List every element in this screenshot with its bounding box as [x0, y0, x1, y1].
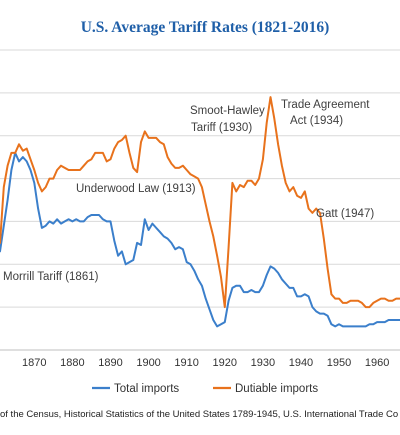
x-tick-label: 1920 — [213, 357, 237, 369]
annotation-smoot-hawley-line1: Smoot-Hawley — [190, 105, 265, 117]
annotation-trade-agreement-line1: Trade Agreement — [281, 99, 370, 111]
chart-title: U.S. Average Tariff Rates (1821-2016) — [81, 19, 330, 36]
legend-label-dutiable: Dutiable imports — [235, 383, 318, 395]
x-tick-label: 1910 — [174, 357, 198, 369]
x-tick-label: 1950 — [327, 357, 351, 369]
legend: Total imports Dutiable imports — [92, 383, 318, 395]
annotations: Smoot-Hawley Tariff (1930) Trade Agreeme… — [3, 99, 374, 283]
source-caption: of the Census, Historical Statistics of … — [0, 409, 398, 420]
series-layer — [0, 96, 400, 328]
series-line-total-imports — [0, 151, 400, 328]
x-tick-label: 1890 — [98, 357, 122, 369]
x-axis-ticks: 1870 1880 1890 1900 1910 1920 1930 1940 1950 1960 — [22, 357, 389, 369]
annotation-underwood: Underwood Law (1913) — [76, 183, 196, 195]
annotation-morrill: Morrill Tariff (1861) — [3, 271, 99, 283]
legend-label-total: Total imports — [114, 383, 179, 395]
x-tick-label: 1900 — [136, 357, 160, 369]
x-tick-label: 1940 — [289, 357, 313, 369]
x-tick-label: 1960 — [365, 357, 389, 369]
gridlines — [0, 49, 400, 351]
annotation-gatt: Gatt (1947) — [316, 208, 374, 220]
x-tick-label: 1880 — [60, 357, 84, 369]
series-line-dutiable-imports — [0, 96, 400, 309]
annotation-trade-agreement-line2: Act (1934) — [290, 115, 343, 127]
x-tick-label: 1930 — [251, 357, 275, 369]
x-tick-label: 1870 — [22, 357, 46, 369]
annotation-smoot-hawley-line2: Tariff (1930) — [191, 122, 252, 134]
